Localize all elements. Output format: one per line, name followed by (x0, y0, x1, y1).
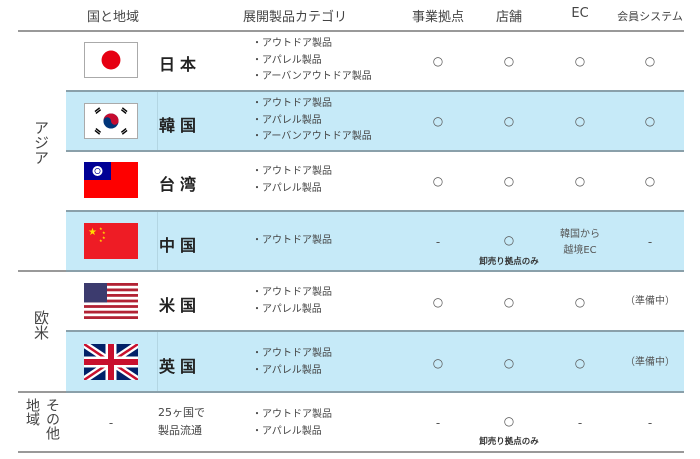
category-list: ・アウトドア製品 ・アパレル製品 (252, 164, 332, 197)
table-bottom-border (18, 451, 684, 453)
category-list: ・アウトドア製品 ・アパレル製品 (252, 346, 332, 379)
store-cell: ○ (503, 114, 515, 128)
category-item: ・アパレル製品 (252, 425, 322, 437)
category-item: ・アウトドア製品 (252, 409, 332, 420)
member-cell: ○ (644, 174, 656, 188)
store-cell: ○ (503, 174, 515, 188)
uk-flag-icon (84, 344, 138, 380)
member-cell: - (647, 416, 653, 430)
table-row-usa: 米国 ・アウトドア製品 ・アパレル製品 ○ ○ ○ （準備中） (66, 272, 684, 332)
member-cell: ○ (644, 54, 656, 68)
header-ec: EC (571, 6, 589, 21)
category-item: ・アーバンアウトドア製品 (252, 71, 372, 82)
column-divider (157, 332, 158, 391)
category-item: ・アーバンアウトドア製品 (252, 131, 372, 142)
table-row-japan: 日本 ・アウトドア製品 ・アパレル製品・アーバンアウトドア製品 ○ ○ ○ ○ (66, 32, 684, 91)
office-cell: ○ (432, 356, 444, 370)
category-item: ・アウトドア製品 (252, 287, 332, 298)
region-divider (18, 270, 66, 272)
header-store: 店舗 (495, 10, 523, 25)
store-cell: ○ (503, 356, 515, 370)
category-item: ・アウトドア製品 (252, 348, 332, 359)
category-item: ・アパレル製品 (252, 364, 322, 376)
country-name: 米国 (159, 296, 202, 315)
office-cell: ○ (432, 54, 444, 68)
ec-cell: ○ (574, 356, 586, 370)
table-row-korea: 韓国 ・アウトドア製品 ・アパレル製品・アーバンアウトドア製品 ○ ○ ○ ○ (66, 90, 684, 152)
header-country: 国と地域 (86, 10, 140, 25)
member-cell: - (647, 235, 653, 249)
category-list: ・アウトドア製品 ・アパレル製品 (252, 407, 332, 440)
usa-flag-icon (84, 283, 138, 319)
table-row-china: ★ ★ ★ ★ ★ 中国 ・アウトドア製品 - ○ 卸売り拠点のみ 韓国から越境EC - (66, 210, 684, 272)
ec-cell: ○ (574, 114, 586, 128)
column-divider (157, 212, 158, 270)
ec-cell: ○ (574, 295, 586, 309)
office-cell: ○ (432, 295, 444, 309)
store-cell: ○ (503, 54, 515, 68)
category-list: ・アウトドア製品 ・アパレル製品 (252, 285, 332, 318)
category-item: ・アパレル製品 (252, 303, 322, 315)
japan-flag-icon (84, 42, 138, 78)
member-cell: （準備中） (625, 296, 675, 307)
office-cell: - (435, 235, 441, 249)
country-name: 中国 (159, 236, 202, 255)
flag-placeholder: - (108, 416, 114, 430)
svg-text:★: ★ (102, 235, 106, 240)
region-divider (18, 391, 66, 393)
category-list: ・アウトドア製品 ・アパレル製品・アーバンアウトドア製品 (252, 36, 372, 86)
office-cell: ○ (432, 114, 444, 128)
taiwan-flag-icon (84, 162, 138, 198)
country-name: 台湾 (159, 175, 202, 194)
ec-cell: ○ (574, 174, 586, 188)
column-divider (157, 92, 158, 150)
ec-text-line: 韓国から (560, 229, 600, 240)
svg-text:★: ★ (99, 238, 103, 243)
office-cell: - (435, 416, 441, 430)
country-name: 韓国 (159, 116, 202, 135)
ec-cell: ○ (574, 54, 586, 68)
svg-text:★: ★ (88, 227, 97, 238)
svg-text:★: ★ (102, 230, 106, 235)
category-item: ・アウトドア製品 (252, 166, 332, 177)
country-name: 英国 (159, 357, 202, 376)
name-line: 25ヶ国で (158, 406, 205, 419)
member-cell: （準備中） (625, 357, 675, 368)
store-note: 卸売り拠点のみ (479, 257, 539, 267)
category-item: ・アウトドア製品 (252, 235, 332, 246)
korea-flag-icon (84, 103, 138, 139)
store-cell: ○ (503, 414, 515, 428)
table-row-uk: 英国 ・アウトドア製品 ・アパレル製品 ○ ○ ○ （準備中） (66, 330, 684, 393)
store-note: 卸売り拠点のみ (479, 437, 539, 447)
region-west: 欧米 (32, 310, 50, 340)
ec-cell: 韓国から越境EC (560, 227, 600, 259)
category-item: ・アパレル製品 (252, 114, 322, 126)
ec-cell: - (577, 416, 583, 430)
svg-text:★: ★ (99, 226, 103, 231)
category-list: ・アウトドア製品 (252, 233, 332, 250)
member-cell: ○ (644, 114, 656, 128)
country-name: 日本 (159, 55, 202, 74)
name-line: 製品流通 (158, 424, 202, 437)
category-item: ・アウトドア製品 (252, 98, 332, 109)
header-office: 事業拠点 (411, 10, 465, 25)
ec-text-line: 越境EC (563, 245, 597, 256)
category-list: ・アウトドア製品 ・アパレル製品・アーバンアウトドア製品 (252, 96, 372, 146)
region-other: その他地域 (24, 398, 60, 440)
header-category: 展開製品カテゴリ (242, 10, 348, 25)
china-flag-icon: ★ ★ ★ ★ ★ (84, 223, 138, 259)
header-member: 会員システム (617, 10, 683, 23)
category-item: ・アパレル製品 (252, 54, 322, 66)
category-item: ・アパレル製品 (252, 182, 322, 194)
table-row-taiwan: 台湾 ・アウトドア製品 ・アパレル製品 ○ ○ ○ ○ (66, 152, 684, 210)
store-cell: ○ (503, 233, 515, 247)
region-asia: アジア (32, 120, 50, 165)
office-cell: ○ (432, 174, 444, 188)
store-cell: ○ (503, 295, 515, 309)
table-row-other: - 25ヶ国で 製品流通 ・アウトドア製品 ・アパレル製品 - ○ 卸売り拠点のみ … (66, 393, 684, 451)
country-name: 25ヶ国で製品流通 (158, 404, 205, 440)
header-divider (18, 30, 684, 32)
category-item: ・アウトドア製品 (252, 38, 332, 49)
